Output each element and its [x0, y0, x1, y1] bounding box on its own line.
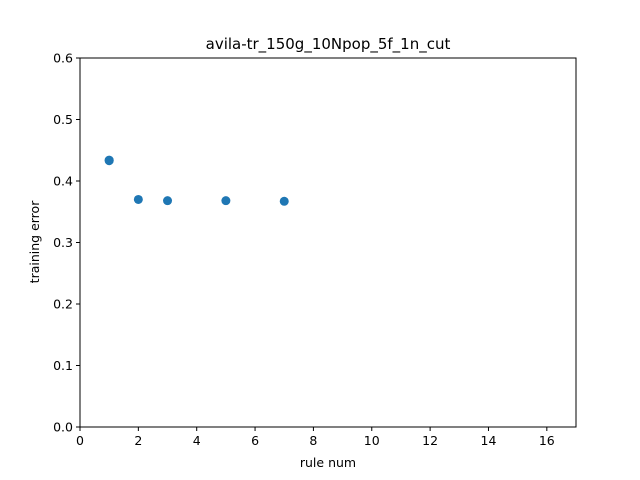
y-axis-label: training error — [27, 200, 42, 284]
y-tick-label: 0.2 — [53, 297, 73, 312]
y-tick-label: 0.0 — [53, 420, 73, 435]
x-tick-label: 14 — [481, 433, 497, 448]
x-tick-label: 16 — [539, 433, 555, 448]
x-tick-label: 4 — [193, 433, 201, 448]
y-tick-label: 0.4 — [53, 174, 73, 189]
y-tick-label: 0.6 — [53, 51, 73, 66]
data-points — [104, 155, 289, 206]
y-tick-label: 0.3 — [53, 235, 73, 250]
data-point — [163, 196, 173, 206]
x-tick-label: 0 — [76, 433, 84, 448]
x-axis-ticks: 0 2 4 6 8 10 12 14 16 — [76, 427, 555, 448]
data-point — [221, 196, 231, 206]
x-axis-label: rule num — [300, 455, 356, 470]
y-tick-label: 0.5 — [53, 112, 73, 127]
x-tick-label: 2 — [134, 433, 142, 448]
data-point — [104, 155, 114, 165]
chart-title: avila-tr_150g_10Npop_5f_1n_cut — [206, 35, 451, 54]
data-point — [133, 194, 143, 204]
x-tick-label: 8 — [309, 433, 317, 448]
plot-frame — [79, 57, 577, 428]
y-tick-label: 0.1 — [53, 358, 73, 373]
x-tick-label: 12 — [422, 433, 438, 448]
x-tick-label: 6 — [251, 433, 259, 448]
y-axis-ticks: 0.0 0.1 0.2 0.3 0.4 0.5 0.6 — [53, 51, 80, 435]
x-tick-label: 10 — [364, 433, 380, 448]
data-point — [279, 196, 289, 206]
